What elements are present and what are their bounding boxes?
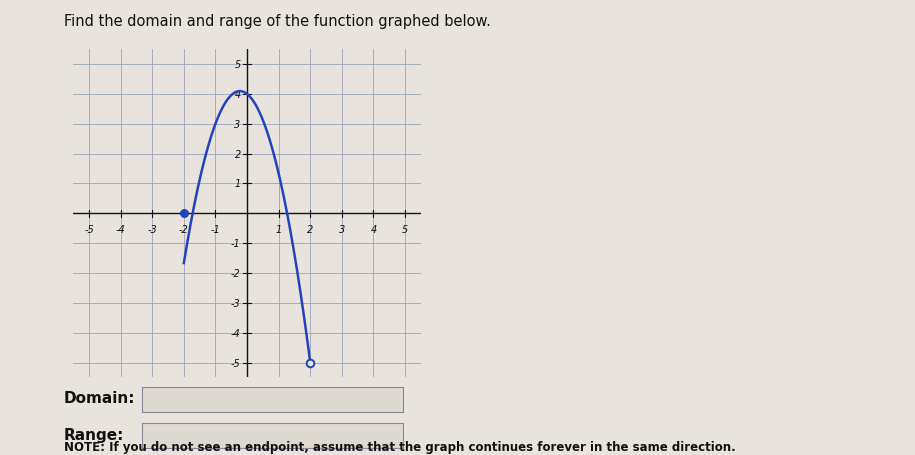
Text: -5: -5 <box>231 358 241 368</box>
Text: -4: -4 <box>115 224 125 234</box>
Text: -1: -1 <box>231 238 241 248</box>
Text: 1: 1 <box>234 179 241 189</box>
Text: 2: 2 <box>234 149 241 159</box>
Text: NOTE: If you do not see an endpoint, assume that the graph continues forever in : NOTE: If you do not see an endpoint, ass… <box>64 440 736 453</box>
Text: 1: 1 <box>275 224 282 234</box>
Text: -2: -2 <box>179 224 188 234</box>
Text: -1: -1 <box>210 224 221 234</box>
Text: -5: -5 <box>84 224 94 234</box>
Text: 4: 4 <box>234 90 241 100</box>
Text: 4: 4 <box>371 224 377 234</box>
Text: 5: 5 <box>402 224 408 234</box>
Text: -4: -4 <box>231 328 241 338</box>
Text: -3: -3 <box>231 298 241 308</box>
Text: -2: -2 <box>231 268 241 278</box>
Text: Find the domain and range of the function graphed below.: Find the domain and range of the functio… <box>64 14 491 29</box>
Text: -3: -3 <box>147 224 157 234</box>
Text: 3: 3 <box>339 224 345 234</box>
Text: 2: 2 <box>307 224 314 234</box>
Text: 3: 3 <box>234 120 241 130</box>
Text: Range:: Range: <box>64 427 124 442</box>
Text: 5: 5 <box>234 60 241 70</box>
Text: Domain:: Domain: <box>64 391 135 405</box>
